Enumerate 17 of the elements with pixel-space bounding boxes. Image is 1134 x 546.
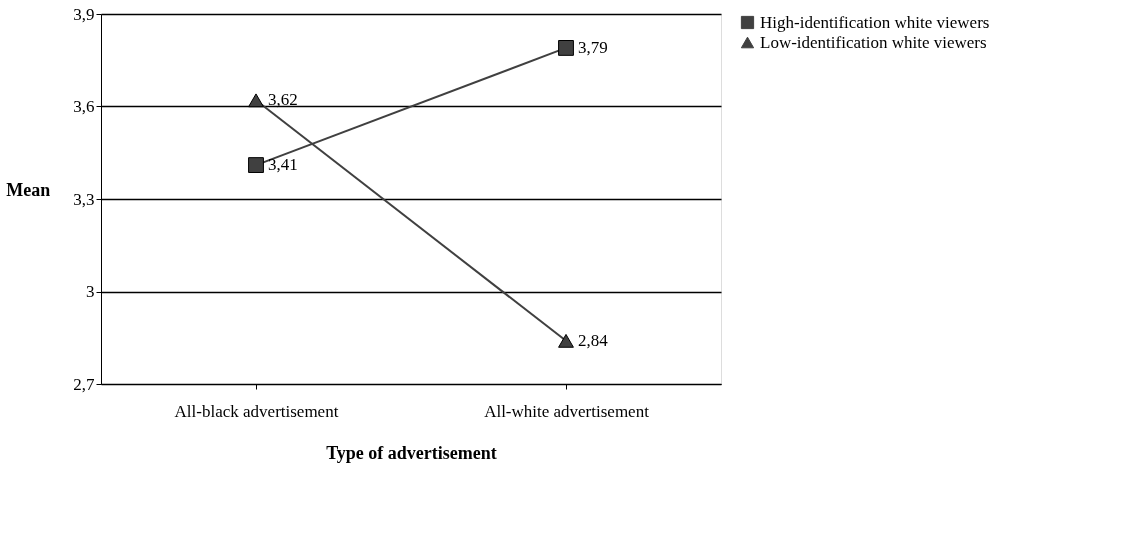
y-tick-label: 3,9 — [73, 4, 95, 24]
data-label: 3,41 — [268, 155, 298, 175]
x-axis-title: Type of advertisement — [326, 442, 497, 463]
x-tick-label: All-black advertisement — [174, 401, 339, 421]
y-tick-label: 3,3 — [73, 189, 95, 209]
point — [558, 40, 574, 56]
data-label: 3,79 — [578, 37, 608, 57]
legend-label: Low-identification white viewers — [760, 32, 987, 52]
y-tick-label: 3 — [86, 282, 95, 301]
y-axis-title: Mean — [6, 179, 51, 200]
data-label: 2,84 — [578, 330, 609, 350]
legend-label: High-identification white viewers — [760, 12, 990, 32]
data-label: 3,62 — [268, 90, 298, 110]
y-tick-label: 3,6 — [73, 97, 95, 116]
y-tick-label: 2,7 — [73, 374, 95, 394]
x-tick-label: All-white advertisement — [484, 401, 650, 421]
point — [248, 157, 264, 173]
